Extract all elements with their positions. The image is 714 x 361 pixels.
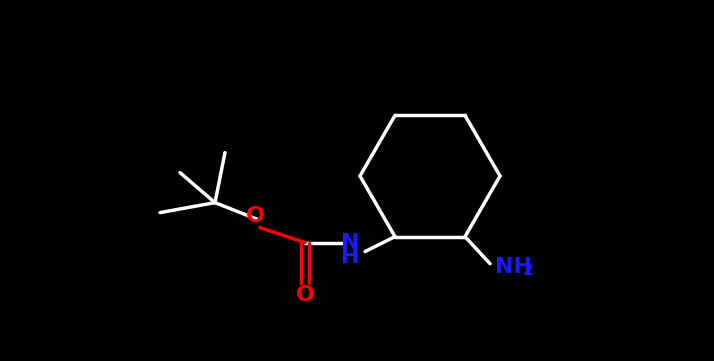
- Text: O: O: [296, 284, 314, 305]
- Text: O: O: [246, 206, 264, 226]
- Text: NH: NH: [495, 257, 532, 277]
- Text: 2: 2: [523, 263, 534, 278]
- Text: N: N: [341, 232, 359, 253]
- Text: H: H: [341, 247, 359, 267]
